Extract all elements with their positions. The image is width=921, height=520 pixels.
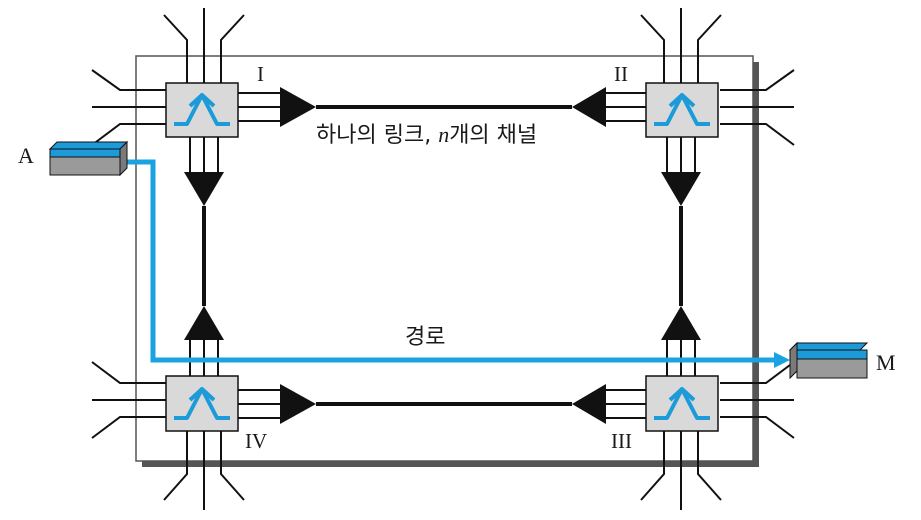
switch-label-III: III — [611, 429, 632, 453]
arrow-left-up — [184, 306, 224, 340]
link-caption-n: n — [438, 122, 450, 147]
switch-IV — [165, 375, 239, 432]
crossbar-switch-icon — [654, 387, 710, 420]
inter-switch-links — [184, 87, 701, 424]
link-top — [238, 92, 646, 122]
link-caption-end: 개의 채널 — [449, 123, 538, 148]
switch-label-II: II — [614, 62, 628, 86]
arrow-left-down — [184, 172, 224, 206]
switch-label-I: I — [257, 62, 264, 86]
terminal-device-icon — [48, 140, 129, 177]
arrow-right-up — [661, 306, 701, 340]
switch-III — [645, 375, 719, 432]
path-arrowhead — [774, 352, 790, 368]
path-caption: 경로 — [405, 325, 446, 350]
external-links — [91, 8, 795, 510]
switch-label-IV: IV — [245, 429, 268, 453]
arrow-right-down — [661, 172, 701, 206]
highlighted-path — [126, 159, 776, 363]
arrow-bottom-right — [280, 384, 316, 424]
arrow-top-left — [572, 87, 606, 127]
crossbar-switch-icon — [174, 387, 230, 420]
crossbar-switch-icon — [174, 93, 230, 126]
switch-II — [645, 82, 719, 138]
crossbar-switch-icon — [654, 93, 710, 126]
node-label-m: M — [876, 350, 896, 375]
switch-I — [165, 82, 239, 138]
node-label-a: A — [18, 143, 34, 168]
arrow-top-right — [280, 87, 316, 127]
link-bottom — [238, 389, 646, 419]
arrow-bottom-left — [572, 384, 606, 424]
link-caption: 하나의 링크, n개의 채널 — [316, 124, 537, 147]
terminal-device-icon — [788, 341, 869, 380]
link-caption-start: 하나의 링크, — [316, 123, 439, 148]
